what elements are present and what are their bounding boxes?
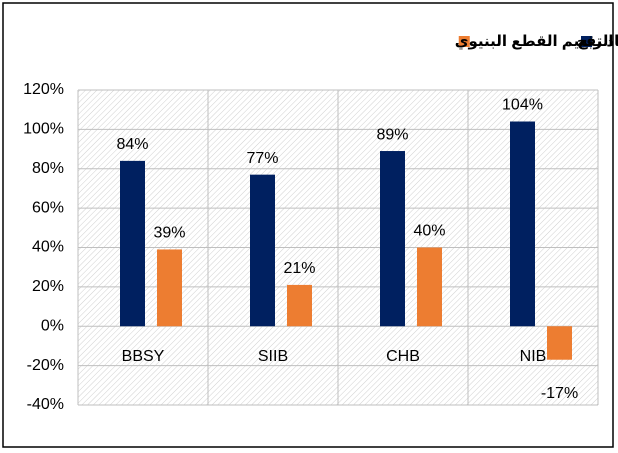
bar: [120, 160, 145, 327]
data-label: 21%: [283, 260, 315, 277]
x-tick-label: BBSY: [122, 348, 165, 365]
bar: [547, 326, 572, 360]
data-label: 104%: [502, 97, 543, 114]
bar: [417, 247, 442, 327]
data-label: 39%: [153, 225, 185, 242]
legend-label: هامش الربح: [577, 33, 618, 50]
legend-swatch: [581, 36, 592, 47]
data-label: 77%: [246, 150, 278, 167]
y-tick-label: 0%: [41, 317, 64, 334]
y-tick-label: 120%: [23, 81, 64, 98]
legend: هامش الربحهامش الربح بعد استبعاد تقييم ا…: [455, 33, 618, 51]
legend-swatch: [458, 36, 470, 47]
y-tick-label: -40%: [27, 396, 64, 413]
x-tick-label: SIIB: [258, 348, 288, 365]
data-label: 84%: [116, 136, 148, 153]
x-tick-label: NIB: [520, 348, 547, 365]
legend-label: هامش الربح بعد استبعاد تقييم القطع البني…: [455, 33, 618, 51]
bar: [510, 121, 535, 327]
y-tick-label: 20%: [32, 278, 64, 295]
x-tick-label: CHB: [386, 348, 420, 365]
y-tick-label: 40%: [32, 239, 64, 256]
bar: [287, 284, 312, 327]
data-label: 40%: [413, 223, 445, 240]
y-tick-label: -20%: [27, 357, 64, 374]
bar: [380, 151, 405, 327]
y-tick-label: 80%: [32, 160, 64, 177]
data-label: 89%: [376, 126, 408, 143]
bar: [157, 249, 182, 327]
data-label: -17%: [541, 385, 578, 402]
y-tick-label: 60%: [32, 199, 64, 216]
y-tick-label: 100%: [23, 121, 64, 138]
bar: [250, 174, 275, 327]
